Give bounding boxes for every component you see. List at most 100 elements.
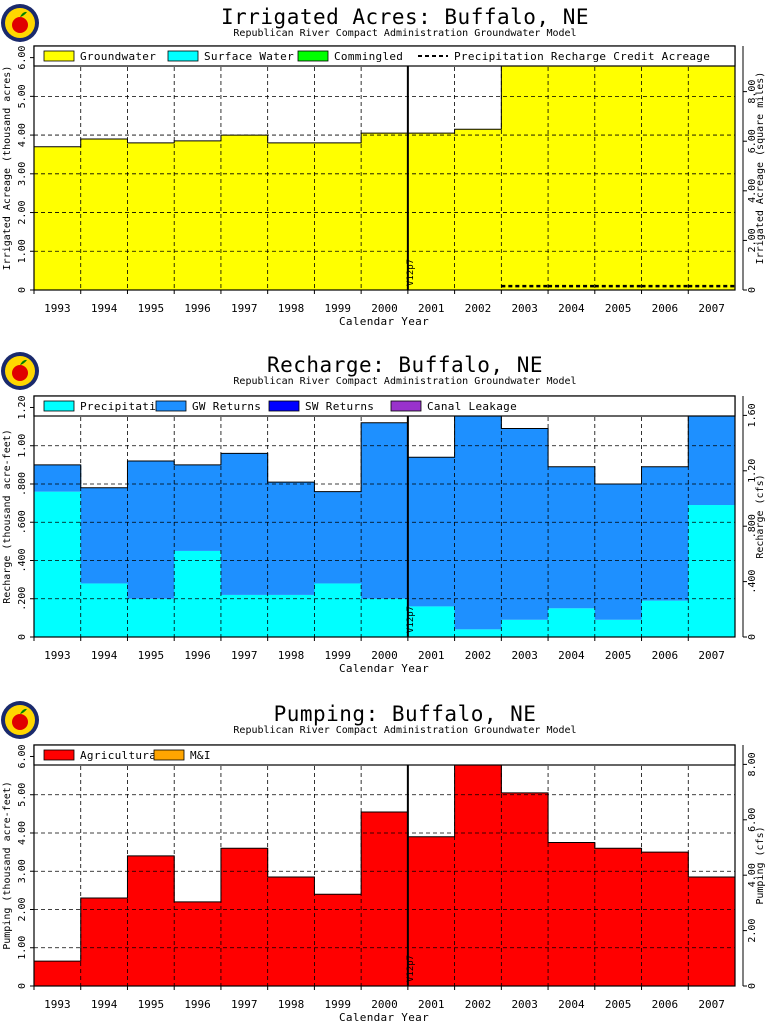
xtick-label-1995: 1995 xyxy=(138,302,165,315)
xtick-label-2007: 2007 xyxy=(698,302,725,315)
chart-title: Pumping: Buffalo, NE xyxy=(274,702,537,726)
xtick-label-2001: 2001 xyxy=(418,649,445,662)
bar-gw-returns-1999 xyxy=(314,491,362,584)
legend-box xyxy=(33,744,736,766)
bar-gw-returns-2002 xyxy=(454,399,502,630)
chart-subtitle: Republican River Compact Administration … xyxy=(233,376,576,387)
xtick-label-1995: 1995 xyxy=(138,998,165,1011)
logo-leaf xyxy=(20,11,27,17)
xtick-label-2000: 2000 xyxy=(371,998,398,1011)
xtick-label-1998: 1998 xyxy=(278,649,305,662)
xtick-label-2003: 2003 xyxy=(511,649,538,662)
version-marker-label: V12p7 xyxy=(406,606,416,633)
bar-gw-returns-1993 xyxy=(34,464,82,492)
xtick-label-1993: 1993 xyxy=(44,302,71,315)
logo-apple-icon xyxy=(12,365,28,381)
legend-swatch-2 xyxy=(268,400,300,412)
bar-gw-returns-2000 xyxy=(361,422,409,599)
bar-precipitation-1997 xyxy=(220,594,269,637)
ytick-label-6: 6.00 xyxy=(17,744,28,768)
legend-label-1: GW Returns xyxy=(192,400,261,413)
y2-axis-label: Recharge (cfs) xyxy=(755,474,766,558)
ytick-label-1: 1.00 xyxy=(17,239,28,263)
xtick-label-2003: 2003 xyxy=(511,302,538,315)
y2tick-label-2: 4.00 xyxy=(747,863,758,887)
ytick-label-3: 3.00 xyxy=(17,859,28,883)
bar-agricultural-1998 xyxy=(267,876,315,986)
bar-gw-returns-2001 xyxy=(407,457,456,607)
bar-groundwater-1996 xyxy=(174,140,222,290)
bar-agricultural-2007 xyxy=(688,876,736,986)
y2-axis-label: Irrigated Acreage (square miles) xyxy=(755,72,766,265)
bar-precipitation-2003 xyxy=(501,619,549,637)
xtick-label-1993: 1993 xyxy=(44,649,71,662)
xtick-label-2004: 2004 xyxy=(558,998,585,1011)
y2tick-label-2: .800 xyxy=(747,514,758,538)
x-axis-label: Calendar Year xyxy=(339,1011,429,1024)
xtick-label-2005: 2005 xyxy=(605,998,632,1011)
xtick-label-1996: 1996 xyxy=(184,998,211,1011)
y-axis-label: Irrigated Acreage (thousand acres) xyxy=(2,66,13,271)
bar-gw-returns-1994 xyxy=(80,487,128,584)
xtick-label-1994: 1994 xyxy=(91,649,118,662)
x-axis-label: Calendar Year xyxy=(339,662,429,675)
xtick-label-2007: 2007 xyxy=(698,649,725,662)
xtick-label-1999: 1999 xyxy=(325,302,352,315)
xtick-label-1994: 1994 xyxy=(91,998,118,1011)
y2tick-label-2: 4.00 xyxy=(747,179,758,203)
y2tick-label-0: 0 xyxy=(747,287,758,293)
bar-groundwater-2001 xyxy=(407,133,456,290)
bar-gw-returns-1997 xyxy=(220,453,269,595)
legend-label-0: Agricultural xyxy=(80,749,163,762)
bar-groundwater-2000 xyxy=(361,133,409,290)
xtick-label-1995: 1995 xyxy=(138,649,165,662)
y2tick-label-4: 8.00 xyxy=(747,80,758,104)
bar-groundwater-1993 xyxy=(34,146,82,290)
xtick-label-1997: 1997 xyxy=(231,302,258,315)
legend-swatch-1 xyxy=(167,50,199,62)
bar-agricultural-2006 xyxy=(641,852,689,986)
legend-swatch-0 xyxy=(43,400,75,412)
ytick-label-5: 5.00 xyxy=(17,783,28,807)
ytick-label-4: .800 xyxy=(17,472,28,496)
bar-gw-returns-2004 xyxy=(548,466,596,609)
xtick-label-2005: 2005 xyxy=(605,302,632,315)
ytick-label-6: 6.00 xyxy=(17,46,28,70)
xtick-label-1997: 1997 xyxy=(231,998,258,1011)
xtick-label-1996: 1996 xyxy=(184,649,211,662)
bar-gw-returns-1995 xyxy=(127,461,175,599)
bar-agricultural-1995 xyxy=(127,855,175,986)
y2tick-label-3: 1.20 xyxy=(747,459,758,483)
y2tick-label-1: 2.00 xyxy=(747,919,758,943)
ytick-label-0: 0 xyxy=(17,983,28,989)
version-marker-label: V12p7 xyxy=(406,259,416,286)
ytick-label-6: 1.20 xyxy=(17,395,28,419)
bar-precipitation-2006 xyxy=(641,600,689,637)
xtick-label-1997: 1997 xyxy=(231,649,258,662)
xtick-label-2002: 2002 xyxy=(465,998,492,1011)
legend-box xyxy=(33,395,736,417)
xtick-label-1994: 1994 xyxy=(91,302,118,315)
xtick-label-1999: 1999 xyxy=(325,649,352,662)
legend-label-3: Precipitation Recharge Credit Acreage xyxy=(454,50,710,63)
bar-precipitation-2001 xyxy=(407,606,456,637)
y2tick-label-3: 6.00 xyxy=(747,129,758,153)
bar-agricultural-2003 xyxy=(501,792,549,986)
legend-swatch-0 xyxy=(43,50,75,62)
xtick-label-2000: 2000 xyxy=(371,302,398,315)
logo-apple-icon xyxy=(12,17,28,33)
ytick-label-3: 3.00 xyxy=(17,162,28,186)
version-marker-label: V12p7 xyxy=(406,955,416,982)
bar-agricultural-2005 xyxy=(594,848,643,986)
bar-groundwater-1995 xyxy=(127,142,175,290)
ytick-label-0: 0 xyxy=(17,634,28,640)
bar-precipitation-2004 xyxy=(548,608,596,637)
legend-label-1: M&I xyxy=(190,749,211,762)
legend-swatch-2 xyxy=(297,50,329,62)
xtick-label-1999: 1999 xyxy=(325,998,352,1011)
bar-precipitation-1994 xyxy=(80,583,128,637)
